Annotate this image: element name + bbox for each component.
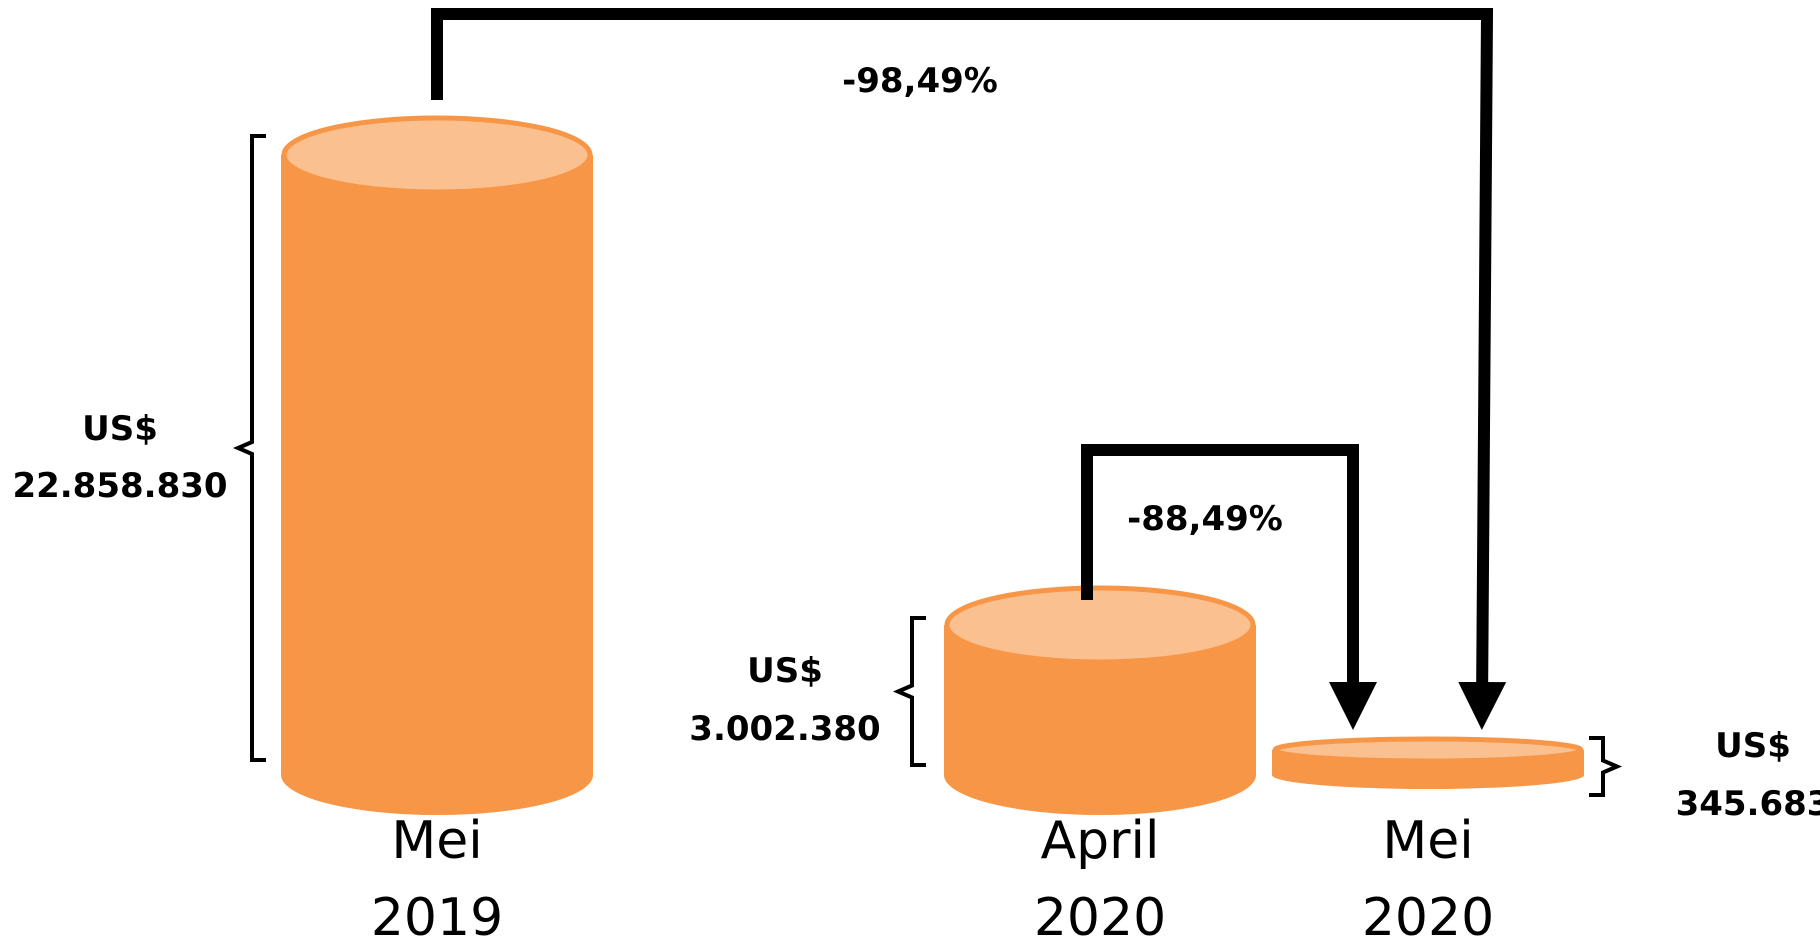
value-label-amount: 3.002.380 [689, 709, 880, 749]
category-label-line1: Mei [1382, 811, 1473, 871]
value-brace [892, 616, 926, 767]
labels-group: Mei 2019 April 2020 Mei 2020 US$ 22.858.830 US$ 3… [12, 61, 1820, 947]
category-label-line2: 2020 [1362, 888, 1494, 947]
change-arrow [1081, 444, 1377, 730]
bar-top [281, 115, 593, 195]
bar-1 [944, 585, 1256, 815]
value-label-currency: US$ [82, 409, 158, 449]
change-percent-label: -98,49% [842, 61, 998, 101]
value-label-amount: 345.683 [1676, 784, 1820, 824]
category-label-line1: April [1041, 811, 1160, 871]
category-label-line2: 2020 [1034, 888, 1166, 947]
arrows-group [431, 8, 1507, 730]
bar-0 [281, 115, 593, 815]
bar-top [944, 585, 1256, 665]
bar-body [944, 625, 1256, 815]
value-label-currency: US$ [747, 651, 823, 691]
value-label-amount: 22.858.830 [12, 466, 227, 506]
change-percent-label: -88,49% [1127, 499, 1283, 539]
value-brace [1589, 736, 1623, 797]
value-brace [232, 134, 266, 762]
braces-group [232, 134, 1623, 797]
bar-body [281, 155, 593, 815]
change-arrow [431, 8, 1507, 730]
category-label-line1: Mei [391, 811, 482, 871]
bar-top [1272, 736, 1584, 764]
bar-2 [1272, 736, 1584, 789]
bars-group [281, 115, 1584, 815]
category-label-line2: 2019 [371, 888, 503, 947]
value-label-currency: US$ [1715, 726, 1791, 766]
